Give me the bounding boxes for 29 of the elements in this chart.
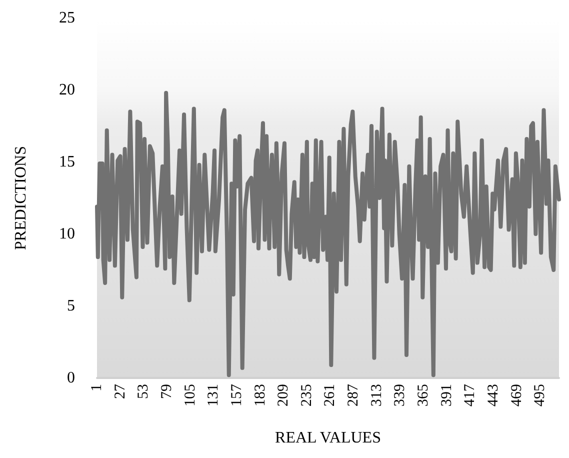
y-axis-title: PREDICTIONS	[12, 146, 30, 250]
x-axis-title: REAL VALUES	[275, 430, 381, 446]
x-tick-label: 131	[206, 384, 222, 406]
line-series	[95, 90, 561, 378]
x-tick-label: 365	[416, 384, 432, 406]
y-tick-label: 25	[59, 10, 75, 26]
x-tick-label: 157	[228, 384, 245, 406]
x-tick-label: 183	[252, 384, 268, 406]
x-tick-label: 339	[392, 384, 408, 406]
x-tick-label: 469	[508, 384, 525, 406]
x-tick-label: 209	[276, 384, 292, 406]
x-tick-label: 1	[89, 384, 105, 392]
x-tick-label: 313	[368, 384, 385, 406]
x-tick-label: 105	[182, 384, 198, 406]
x-tick-label: 27	[112, 384, 128, 399]
x-tick-label: 261	[322, 384, 338, 406]
y-tick-label: 0	[67, 370, 75, 386]
x-tick-label: 53	[136, 384, 152, 399]
y-tick-label: 10	[59, 226, 75, 242]
x-tick-label: 79	[158, 384, 175, 399]
x-tick-label: 287	[346, 384, 362, 406]
y-tick-label: 5	[67, 298, 75, 314]
x-tick-label: 495	[532, 384, 548, 406]
x-tick-label: 443	[486, 384, 502, 406]
y-tick-label: 15	[59, 154, 75, 170]
x-tick-label: 417	[462, 384, 478, 406]
y-tick-label: 20	[59, 82, 75, 98]
x-tick-label: 235	[298, 384, 315, 406]
x-tick-label: 391	[438, 384, 455, 406]
